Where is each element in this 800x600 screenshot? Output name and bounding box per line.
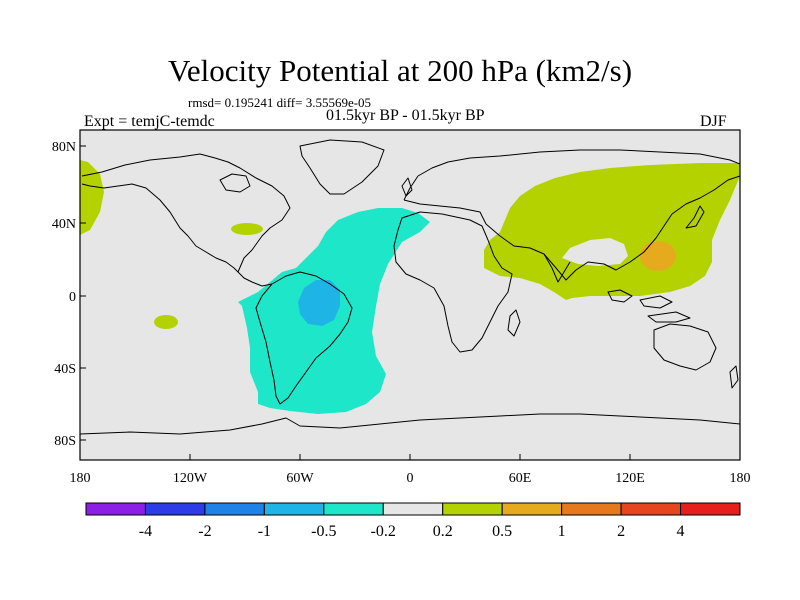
eurasia-coast	[403, 149, 740, 281]
africa-coast	[393, 211, 513, 353]
season-label: DJF	[700, 113, 727, 130]
lon-tick-label: 60W	[286, 471, 314, 486]
coastlines	[80, 139, 740, 435]
lon-tick-label: 0	[407, 471, 414, 486]
colorbar-label: -1	[258, 523, 271, 540]
colorbar-label: -2	[198, 523, 211, 540]
colorbar-label: -0.2	[371, 523, 396, 540]
colorbar-swatch	[263, 502, 325, 516]
uk-coast	[401, 177, 413, 197]
colorbar-label: 4	[677, 523, 685, 540]
stats-line: rmsd= 0.195241 diff= 3.55569e-05	[188, 95, 372, 110]
central-asia-neutral-gap	[562, 238, 628, 266]
lon-tick-label: 120E	[615, 471, 645, 486]
north-america-coast	[81, 153, 291, 273]
greenland-coast	[299, 139, 385, 195]
colorbar-label: 2	[617, 523, 625, 540]
lon-tick-label: 180	[730, 471, 751, 486]
lon-tick-label: 180	[70, 471, 91, 486]
period-label: 01.5kyr BP - 01.5kyr BP	[326, 107, 485, 124]
western-pacific-anomaly-core	[640, 241, 676, 271]
experiment-label: Expt = temjC-temdc	[84, 113, 215, 130]
lat-tick-label: 40S	[54, 362, 76, 377]
south-america-coast	[255, 271, 353, 405]
lat-tick-label: 40N	[52, 217, 76, 232]
axis-ticks: 80N 40N 0 40S 80S 180 120W 60W 0 60E 120E 180	[52, 140, 751, 486]
antarctica-coast	[80, 413, 740, 435]
australia-coast	[653, 323, 717, 371]
amazon-anomaly-core	[298, 280, 340, 326]
new-zealand-coast	[729, 365, 739, 389]
colorbar-swatch	[323, 502, 384, 516]
lat-tick-label: 80S	[54, 434, 76, 449]
atlantic-positive-patch	[231, 223, 263, 235]
colorbar-label: 0.2	[433, 523, 453, 540]
colorbar-swatch	[144, 502, 206, 516]
colorbar-swatch	[620, 502, 682, 516]
colorbar-swatch	[561, 502, 622, 516]
lon-tick-label: 120W	[173, 471, 208, 486]
japan-coast	[685, 205, 705, 229]
lat-tick-label: 0	[69, 290, 76, 305]
colorbar-swatch	[680, 502, 741, 516]
colorbar-swatch	[442, 502, 503, 516]
map-title: Velocity Potential at 200 hPa (km2/s)	[167, 53, 633, 88]
colorbar-label: -0.5	[311, 523, 336, 540]
colorbar-swatch	[85, 502, 146, 516]
north-america-positive-patch	[80, 160, 104, 235]
pacific-positive-patch	[154, 315, 178, 329]
lon-tick-label: 60E	[509, 471, 532, 486]
colorbar-label: 1	[558, 523, 566, 540]
colorbar-swatch	[382, 502, 444, 516]
colorbar-swatch	[204, 502, 265, 516]
colorbar-label: 0.5	[492, 523, 512, 540]
lat-tick-label: 80N	[52, 140, 76, 155]
hudson-bay-coast	[219, 173, 251, 193]
positive-anomaly-region	[484, 163, 740, 300]
madagascar-coast	[507, 309, 521, 337]
colorbar-label: -4	[139, 523, 152, 540]
central-america-coast	[237, 271, 273, 287]
india-coast	[543, 253, 571, 283]
colorbar-swatch	[501, 502, 563, 516]
maritime-continent-coast	[607, 289, 691, 323]
